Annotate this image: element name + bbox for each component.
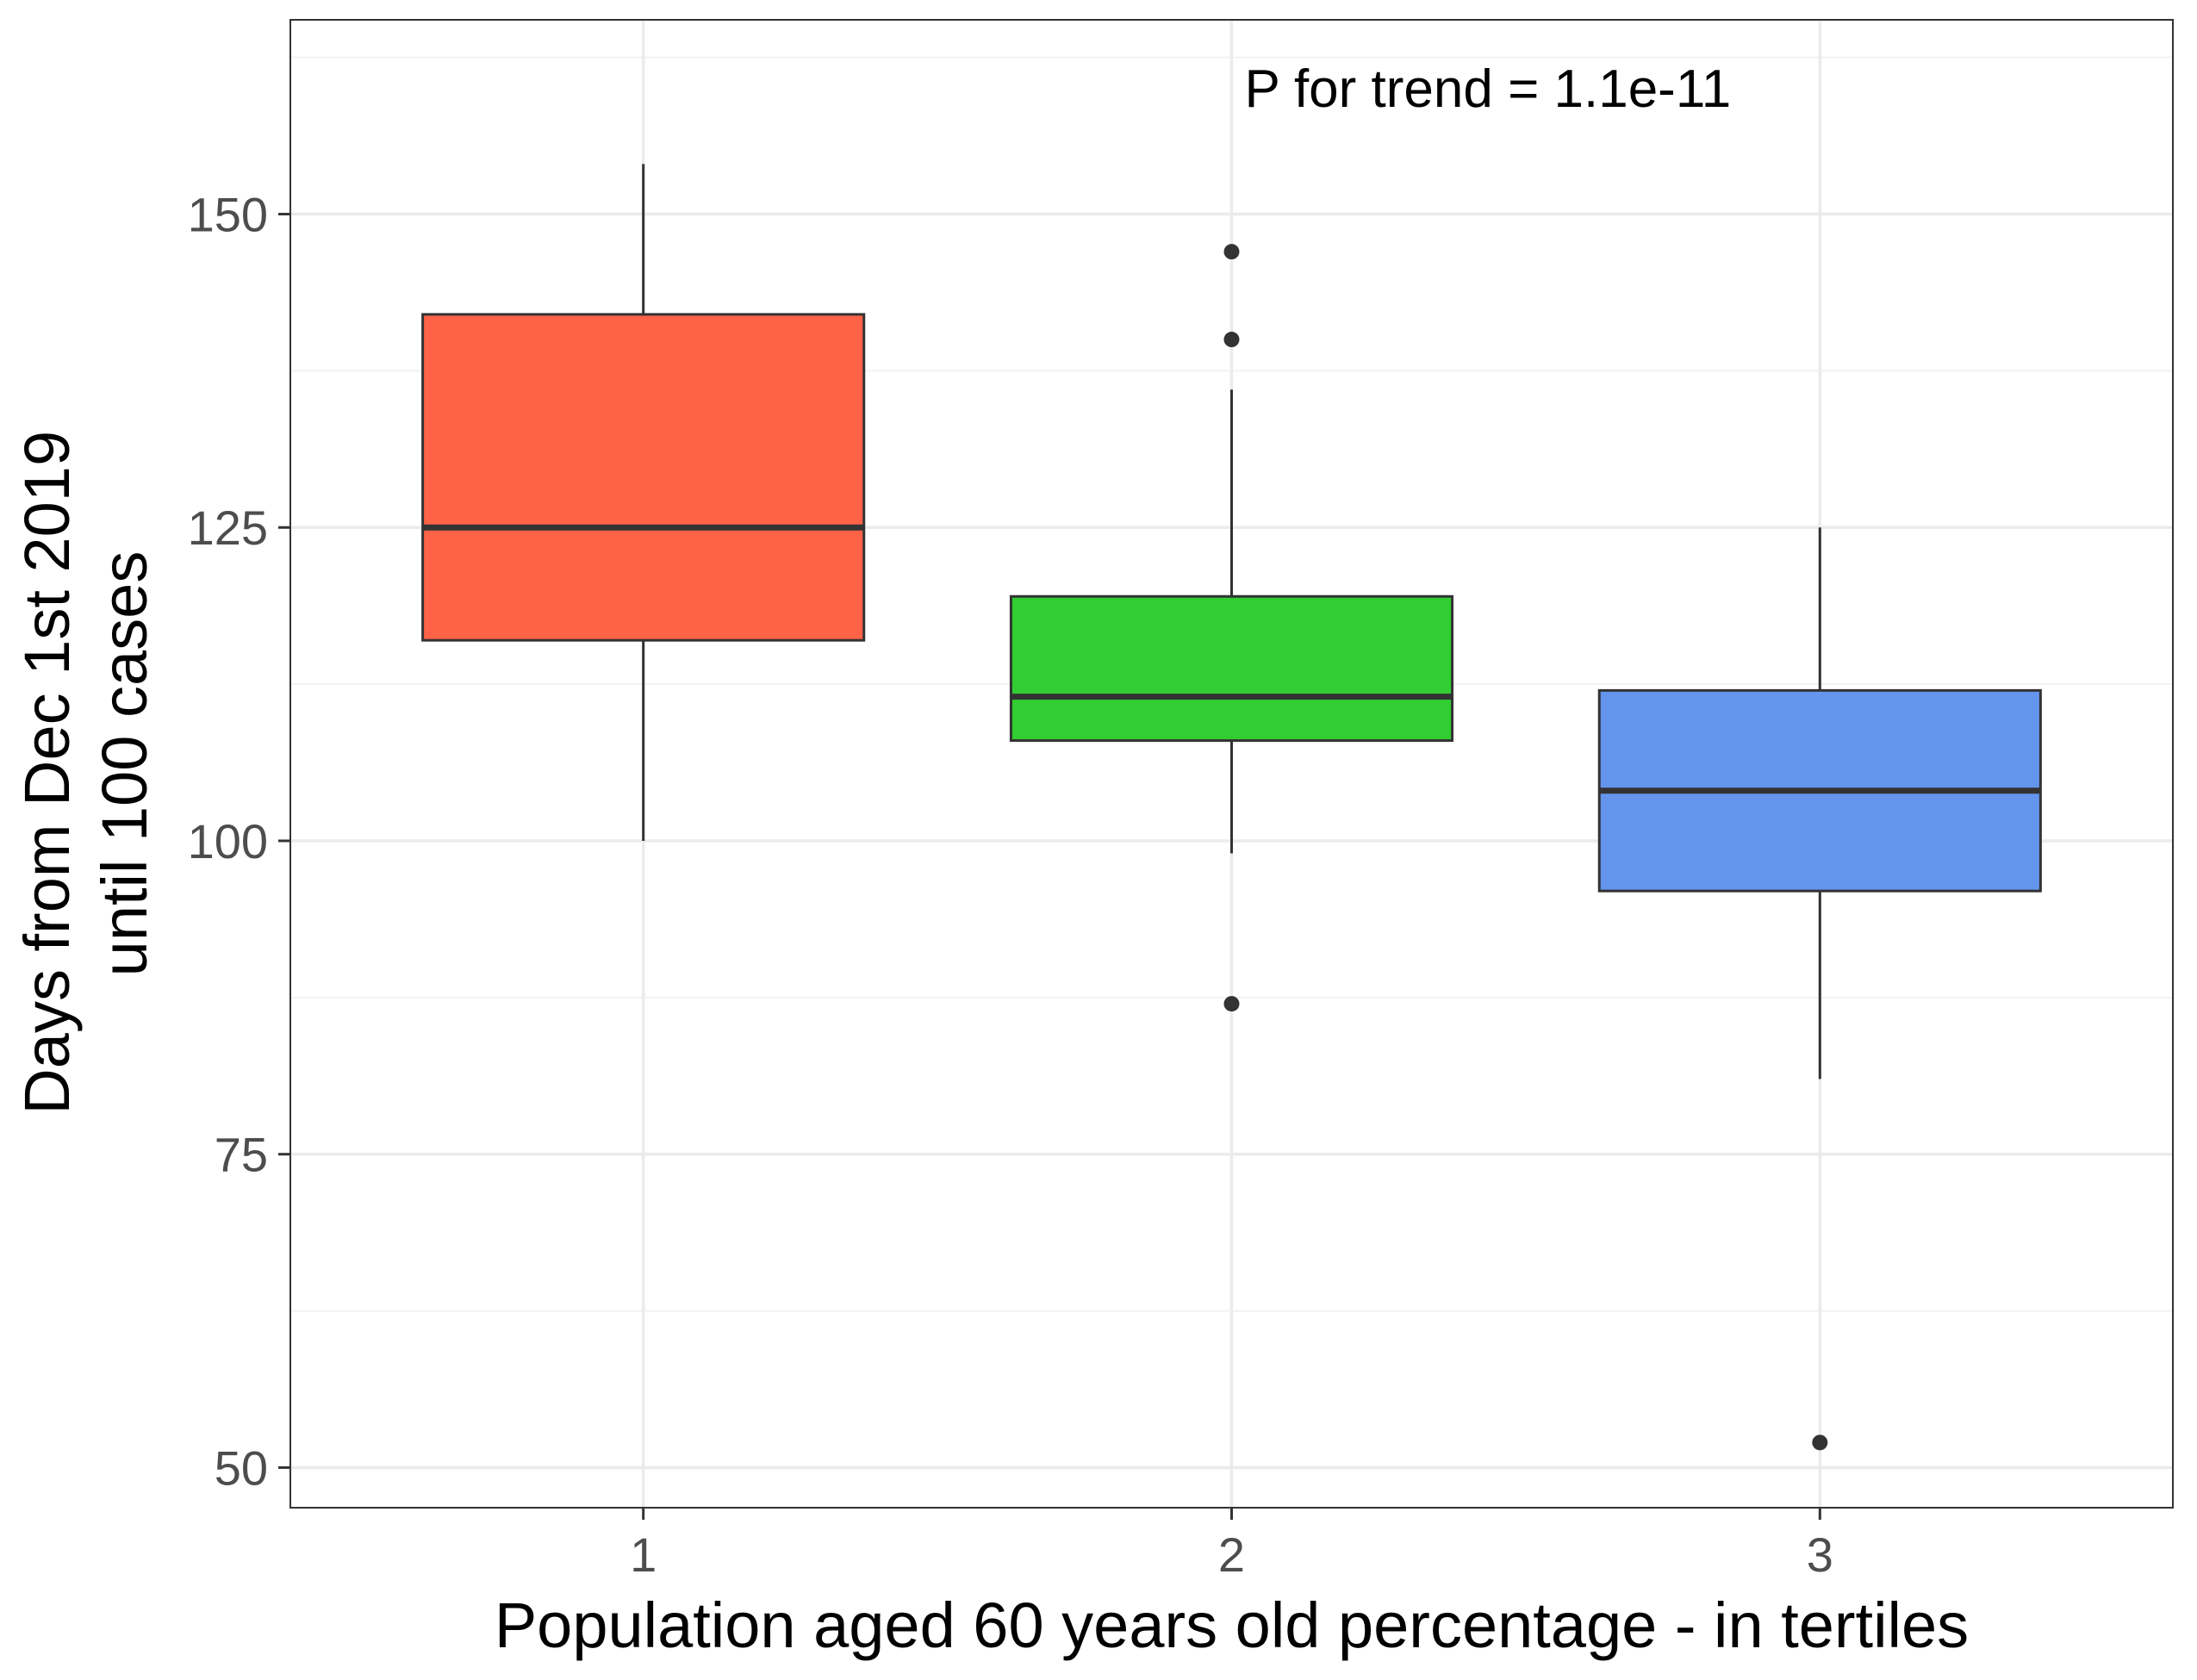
x-axis-title: Population aged 60 years old percentage … bbox=[495, 1590, 1969, 1661]
x-tick-label: 2 bbox=[1218, 1528, 1245, 1582]
x-tick-label: 1 bbox=[630, 1528, 657, 1582]
outlier-point bbox=[1223, 996, 1240, 1012]
x-tick-label: 3 bbox=[1807, 1528, 1833, 1582]
outlier-point bbox=[1223, 244, 1240, 260]
outlier-point bbox=[1812, 1434, 1828, 1451]
box-iqr bbox=[421, 313, 866, 642]
y-tick-label: 125 bbox=[188, 501, 268, 555]
y-axis-title-line-2: until 100 cases bbox=[89, 551, 160, 977]
axes: 50 75 100 125 150 1 2 3 bbox=[188, 188, 1833, 1582]
outlier-point bbox=[1223, 332, 1240, 348]
box-group-3 bbox=[1597, 527, 2042, 1451]
y-axis-title-line-1: Days from Dec 1st 2019 bbox=[11, 431, 83, 1115]
p-trend-annotation: P for trend = 1.1e-11 bbox=[1245, 59, 1732, 119]
box-group-1 bbox=[421, 164, 866, 841]
y-tick-label: 150 bbox=[188, 188, 268, 242]
box-group-2 bbox=[1009, 244, 1454, 1012]
box-iqr bbox=[1009, 594, 1454, 743]
box-series bbox=[421, 164, 2042, 1451]
y-tick-label: 100 bbox=[188, 814, 268, 868]
y-tick-label: 75 bbox=[215, 1128, 268, 1182]
y-tick-label: 50 bbox=[215, 1440, 268, 1495]
y-axis-title: Days from Dec 1st 2019 until 100 cases bbox=[11, 413, 160, 1114]
